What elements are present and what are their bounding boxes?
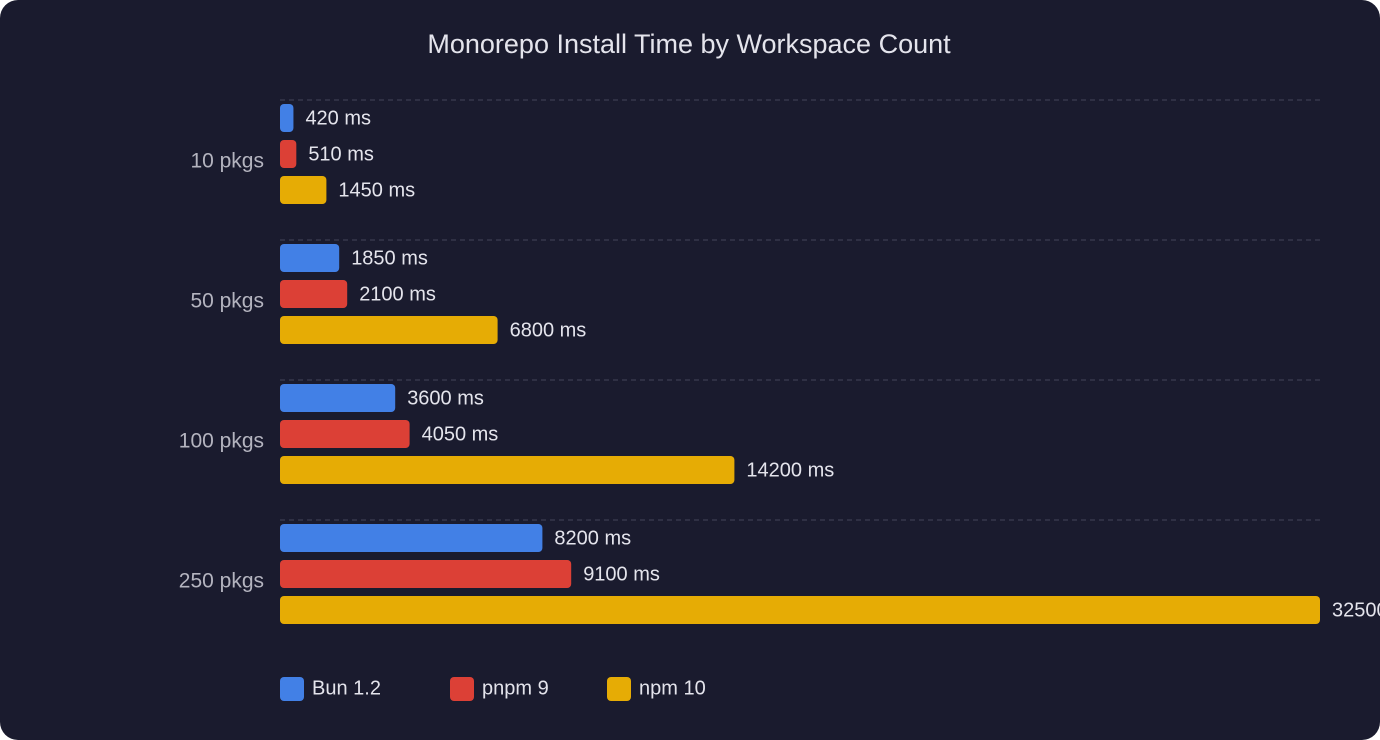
- legend-label: npm 10: [639, 677, 706, 699]
- data-label: 420 ms: [305, 107, 371, 129]
- legend-swatch: [280, 677, 304, 701]
- data-label: 9100 ms: [583, 563, 660, 585]
- y-tick-label: 10 pkgs: [190, 150, 264, 173]
- data-label: 1850 ms: [351, 247, 428, 269]
- bar: [280, 384, 396, 412]
- y-tick-label: 100 pkgs: [179, 430, 264, 453]
- data-label: 8200 ms: [554, 527, 631, 549]
- legend-swatch: [607, 677, 631, 701]
- legend-label: Bun 1.2: [312, 677, 381, 699]
- bar: [280, 140, 297, 168]
- bar: [280, 456, 735, 484]
- data-label: 4050 ms: [422, 423, 499, 445]
- legend-swatch: [450, 677, 474, 701]
- data-label: 6800 ms: [510, 319, 587, 341]
- bar: [280, 420, 410, 448]
- data-label: 14200 ms: [746, 459, 834, 481]
- bar: [280, 280, 348, 308]
- bar: [280, 596, 1320, 624]
- bar: [280, 524, 543, 552]
- legend-label: pnpm 9: [482, 677, 549, 699]
- y-tick-label: 250 pkgs: [179, 570, 264, 593]
- data-label: 1450 ms: [338, 179, 415, 201]
- data-label: 32500 ms: [1332, 599, 1380, 621]
- bar: [280, 176, 327, 204]
- bar: [280, 244, 340, 272]
- bar: [280, 104, 294, 132]
- y-tick-label: 50 pkgs: [190, 290, 264, 313]
- bar: [280, 316, 498, 344]
- data-label: 3600 ms: [407, 387, 484, 409]
- data-label: 2100 ms: [359, 283, 436, 305]
- chart-title: Monorepo Install Time by Workspace Count: [427, 29, 951, 59]
- bar: [280, 560, 572, 588]
- data-label: 510 ms: [308, 143, 374, 165]
